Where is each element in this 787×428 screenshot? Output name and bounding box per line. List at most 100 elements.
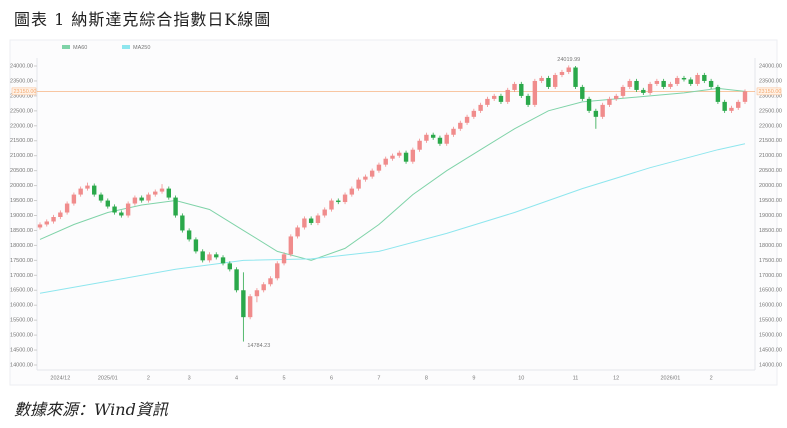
candle-body bbox=[471, 110, 477, 117]
candle-body bbox=[390, 155, 395, 159]
y-tick-label: 24000.00 bbox=[10, 63, 33, 69]
candle-body bbox=[356, 179, 361, 189]
candle-body bbox=[688, 79, 693, 84]
legend-swatch bbox=[122, 45, 130, 49]
candle-body bbox=[125, 203, 131, 216]
y2-tick-label: 18500.00 bbox=[759, 228, 782, 234]
candle-body bbox=[383, 158, 388, 165]
candle-body bbox=[85, 185, 90, 189]
candle-body bbox=[634, 80, 639, 90]
annotation: 14784.23 bbox=[247, 343, 270, 349]
candle-body bbox=[430, 134, 436, 138]
y2-tick-label: 20000.00 bbox=[759, 183, 782, 189]
candle-body bbox=[519, 83, 524, 96]
y-tick-label: 18500.00 bbox=[10, 228, 33, 234]
source-note: 數據來源：Wind資訊 bbox=[14, 400, 168, 419]
candle-body bbox=[451, 128, 456, 135]
x-tick-label: 2 bbox=[710, 375, 713, 381]
candle-body bbox=[207, 254, 212, 261]
candle-body bbox=[180, 215, 185, 231]
y-tick-label: 20500.00 bbox=[10, 168, 33, 174]
x-tick-label: 11 bbox=[573, 375, 579, 381]
y-tick-label: 18000.00 bbox=[10, 243, 33, 249]
candle-body bbox=[715, 86, 721, 102]
y2-tick-label: 14500.00 bbox=[759, 348, 782, 354]
candle-body bbox=[261, 284, 266, 291]
candle-body bbox=[200, 251, 205, 261]
y-tick-label: 22000.00 bbox=[10, 123, 33, 129]
y2-tick-label: 15500.00 bbox=[759, 318, 782, 324]
y2-tick-label: 22500.00 bbox=[759, 108, 782, 114]
candle-body bbox=[708, 80, 714, 87]
candle-body bbox=[580, 86, 585, 99]
candle-body bbox=[146, 194, 151, 201]
y-tick-label: 20000.00 bbox=[10, 183, 33, 189]
x-tick-label: 2024/12 bbox=[50, 375, 70, 381]
candle-body bbox=[281, 254, 287, 264]
x-tick-label: 2026/01 bbox=[660, 375, 680, 381]
candle-body bbox=[44, 221, 49, 225]
y-tick-label: 23000.00 bbox=[10, 93, 33, 99]
candle-body bbox=[363, 176, 368, 180]
y2-tick-label: 21500.00 bbox=[759, 138, 782, 144]
legend-swatch bbox=[62, 45, 70, 49]
y2-tick-label: 23500.00 bbox=[759, 78, 782, 84]
candle-body bbox=[539, 77, 544, 81]
candle-body bbox=[512, 83, 517, 90]
candle-body bbox=[322, 209, 327, 216]
x-tick-label: 5 bbox=[283, 375, 286, 381]
candle-body bbox=[71, 194, 77, 204]
y2-tick-label: 17000.00 bbox=[759, 273, 782, 279]
candle-body bbox=[132, 197, 138, 204]
candle-body bbox=[566, 67, 571, 72]
candle-body bbox=[376, 164, 382, 171]
x-tick-label: 4 bbox=[235, 375, 238, 381]
y-tick-label: 16500.00 bbox=[10, 288, 33, 294]
y-tick-label: 15500.00 bbox=[10, 318, 33, 324]
y2-tick-label: 22000.00 bbox=[759, 123, 782, 129]
candle-body bbox=[600, 104, 605, 117]
y-tick-label: 19000.00 bbox=[10, 213, 33, 219]
y-tick-label: 22500.00 bbox=[10, 108, 33, 114]
legend-label: MA250 bbox=[133, 45, 150, 51]
candle-body bbox=[112, 206, 117, 213]
candle-body bbox=[586, 98, 592, 111]
x-tick-label: 6 bbox=[330, 375, 333, 381]
candle-body bbox=[329, 200, 334, 210]
candle-body bbox=[139, 197, 144, 201]
y-tick-label: 17000.00 bbox=[10, 273, 33, 279]
candle-body bbox=[702, 74, 707, 81]
candle-body bbox=[268, 278, 273, 285]
candle-body bbox=[166, 188, 171, 198]
annotation: 24019.99 bbox=[557, 57, 580, 63]
candle-body bbox=[742, 91, 748, 102]
candle-body bbox=[437, 137, 443, 144]
ma-line bbox=[39, 143, 746, 294]
y2-tick-label: 20500.00 bbox=[759, 168, 782, 174]
x-tick-label: 12 bbox=[613, 375, 619, 381]
candle-body bbox=[214, 254, 219, 258]
candle-body bbox=[458, 122, 463, 129]
y2-tick-label: 23000.00 bbox=[759, 93, 782, 99]
candle-body bbox=[227, 263, 233, 270]
candle-body bbox=[64, 203, 70, 213]
candle-body bbox=[736, 101, 741, 108]
candle-body bbox=[424, 134, 429, 141]
x-tick-label: 8 bbox=[425, 375, 428, 381]
candle-body bbox=[336, 200, 341, 203]
candle-body bbox=[668, 83, 673, 87]
candle-body bbox=[722, 101, 727, 111]
candle-body bbox=[403, 152, 409, 162]
candle-body bbox=[681, 77, 687, 80]
y-tick-label: 14500.00 bbox=[10, 348, 33, 354]
y-tick-label: 15000.00 bbox=[10, 333, 33, 339]
y-tick-label: 19500.00 bbox=[10, 198, 33, 204]
candle-body bbox=[444, 134, 449, 144]
y2-tick-label: 21000.00 bbox=[759, 153, 782, 159]
y2-tick-label: 14000.00 bbox=[759, 362, 782, 368]
candle-body bbox=[505, 89, 510, 102]
candle-body bbox=[315, 215, 321, 223]
candle-body bbox=[464, 116, 470, 123]
chart: 14000.00 14000.00 14500.00 14500.00 15000.00… bbox=[9, 39, 782, 386]
